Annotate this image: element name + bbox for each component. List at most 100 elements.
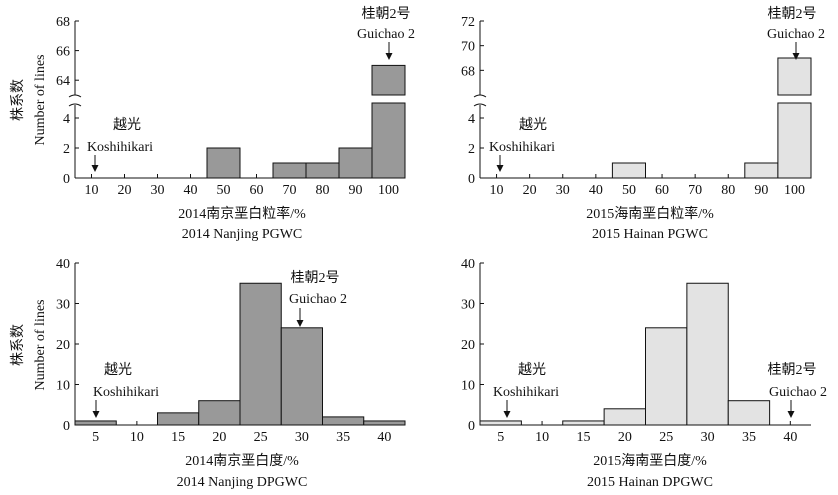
x-tick-label-30: 30 xyxy=(701,430,715,445)
bar-25 xyxy=(239,282,282,426)
x-tick-label-60: 60 xyxy=(250,183,264,198)
x-tick-label-20: 20 xyxy=(118,183,132,198)
panel-hainan-dpgwc: 5 10 15 20 25 30 35 40 0 10 20 30 40 越光 Koshihikari… xyxy=(461,257,827,490)
x-tick-label-10: 10 xyxy=(490,183,504,198)
bar-100-lower xyxy=(371,102,406,179)
annotations: 越光 Koshihikari 桂朝2号 Guichao 2 xyxy=(489,6,825,172)
y-tick-label: 20 xyxy=(56,338,70,353)
y-tick-label: 0 xyxy=(63,172,70,187)
annotation-en-guichao: Guichao 2 xyxy=(767,27,825,42)
x-tick-label-90: 90 xyxy=(754,183,768,198)
bar-90 xyxy=(338,147,373,179)
y-tick-label: 30 xyxy=(461,298,475,313)
x-title-en: 2015 Hainan DPGWC xyxy=(587,475,713,490)
annotation-en-guichao: Guichao 2 xyxy=(357,27,415,42)
y-tick-label: 0 xyxy=(468,419,475,434)
x-tick-label-20: 20 xyxy=(618,430,632,445)
annotations: 越光 Koshihikari 桂朝2号 Guichao 2 xyxy=(92,270,347,418)
x-tick-label-80: 80 xyxy=(316,183,330,198)
x-tick-labels: 5 10 15 20 25 30 35 40 xyxy=(497,430,797,445)
x-tick-label-30: 30 xyxy=(556,183,570,198)
bar-50 xyxy=(611,162,647,179)
panel-nanjing-dpgwc: 株系数 Number of lines 5 10 15 20 25 30 35 40 0 10 2… xyxy=(10,257,406,490)
x-tick-label-40: 40 xyxy=(589,183,603,198)
bar-20 xyxy=(198,400,241,426)
bar-30 xyxy=(280,327,323,426)
x-tick-label-60: 60 xyxy=(655,183,669,198)
x-tick-label-35: 35 xyxy=(742,430,756,445)
annotations: 越光 Koshihikari 桂朝2号 Guichao 2 xyxy=(87,6,415,172)
y-tick-label: 2 xyxy=(63,142,70,157)
y-tick-labels: 0 10 20 30 40 xyxy=(56,257,70,434)
x-tick-label-50: 50 xyxy=(217,183,231,198)
x-tick-label-100: 100 xyxy=(378,183,399,198)
y-label-cn: 株系数 xyxy=(10,79,26,121)
x-tick-label-30: 30 xyxy=(151,183,165,198)
x-tick-label-15: 15 xyxy=(576,430,590,445)
annotation-cn-guichao: 桂朝2号 xyxy=(768,6,817,22)
bar-30 xyxy=(686,282,729,426)
annotation-en-koshihikari: Koshihikari xyxy=(493,385,559,400)
x-title-en: 2014 Nanjing PGWC xyxy=(182,227,303,242)
y-tick-label: 68 xyxy=(461,64,475,79)
y-tick-label: 10 xyxy=(461,379,475,394)
bar-40 xyxy=(363,420,406,426)
arrow-icon xyxy=(296,320,304,327)
bar-5 xyxy=(479,420,522,426)
y-tick-label: 10 xyxy=(56,379,70,394)
axis-break-mark xyxy=(473,103,487,107)
x-tick-label-70: 70 xyxy=(688,183,702,198)
x-tick-label-25: 25 xyxy=(254,430,268,445)
y-tick-labels: 0 2 4 68 70 72 xyxy=(461,15,475,187)
annotation-cn-koshihikari: 越光 xyxy=(113,117,141,133)
bar-15 xyxy=(157,412,200,426)
x-tick-label-80: 80 xyxy=(721,183,735,198)
bar-35 xyxy=(727,400,771,426)
bar-90 xyxy=(744,162,779,179)
annotations: 越光 Koshihikari 桂朝2号 Guichao 2 xyxy=(493,362,827,418)
axis-break-mark xyxy=(473,94,487,98)
y-tick-label: 30 xyxy=(56,298,70,313)
annotation-en-guichao: Guichao 2 xyxy=(769,385,827,400)
x-title-en: 2014 Nanjing DPGWC xyxy=(177,475,308,490)
y-label-en: Number of lines xyxy=(33,55,48,146)
x-tick-label-70: 70 xyxy=(283,183,297,198)
y-axis-label-top: 株系数 Number of lines xyxy=(10,55,48,146)
x-tick-label-10: 10 xyxy=(130,430,144,445)
y-tick-label: 40 xyxy=(461,257,475,272)
y-tick-label: 0 xyxy=(468,172,475,187)
x-tick-labels: 10 20 30 40 50 60 70 80 90 100 xyxy=(85,183,400,198)
annotation-cn-guichao: 桂朝2号 xyxy=(768,362,817,378)
panel-nanjing-pgwc: 株系数 Number of lines 10 20 30 40 50 60 70 80 90 10… xyxy=(10,6,415,242)
bar-80 xyxy=(305,162,340,179)
annotation-cn-guichao: 桂朝2号 xyxy=(362,6,411,22)
x-tick-labels: 10 20 30 40 50 60 70 80 90 100 xyxy=(490,183,805,198)
panel-hainan-pgwc: 10 20 30 40 50 60 70 80 90 100 0 2 4 68 70 72 越光 Koshi… xyxy=(461,6,825,242)
x-tick-label-50: 50 xyxy=(622,183,636,198)
x-tick-label-5: 5 xyxy=(92,430,99,445)
y-tick-labels: 0 2 4 64 66 68 xyxy=(56,15,70,187)
x-tick-label-10: 10 xyxy=(85,183,99,198)
bar-5 xyxy=(74,420,117,426)
bar-20 xyxy=(603,408,646,426)
x-tick-label-20: 20 xyxy=(523,183,537,198)
y-tick-label: 72 xyxy=(461,15,475,30)
annotation-cn-koshihikari: 越光 xyxy=(104,362,132,378)
bar-70 xyxy=(272,162,307,179)
y-tick-label: 20 xyxy=(461,338,475,353)
x-tick-label-40: 40 xyxy=(377,430,391,445)
bar-100-upper xyxy=(777,57,812,96)
y-label-en: Number of lines xyxy=(33,300,48,391)
arrow-icon xyxy=(496,165,504,172)
annotation-en-koshihikari: Koshihikari xyxy=(489,140,555,155)
arrow-icon xyxy=(91,165,99,172)
bar-50 xyxy=(206,147,241,179)
y-axis-label-bottom: 株系数 Number of lines xyxy=(10,300,48,391)
y-tick-label: 4 xyxy=(63,112,70,127)
y-tick-label: 68 xyxy=(56,15,70,30)
y-tick-label: 70 xyxy=(461,40,475,55)
bar-25 xyxy=(645,327,688,426)
annotation-en-koshihikari: Koshihikari xyxy=(87,140,153,155)
bar-15 xyxy=(562,420,605,426)
y-tick-label: 40 xyxy=(56,257,70,272)
